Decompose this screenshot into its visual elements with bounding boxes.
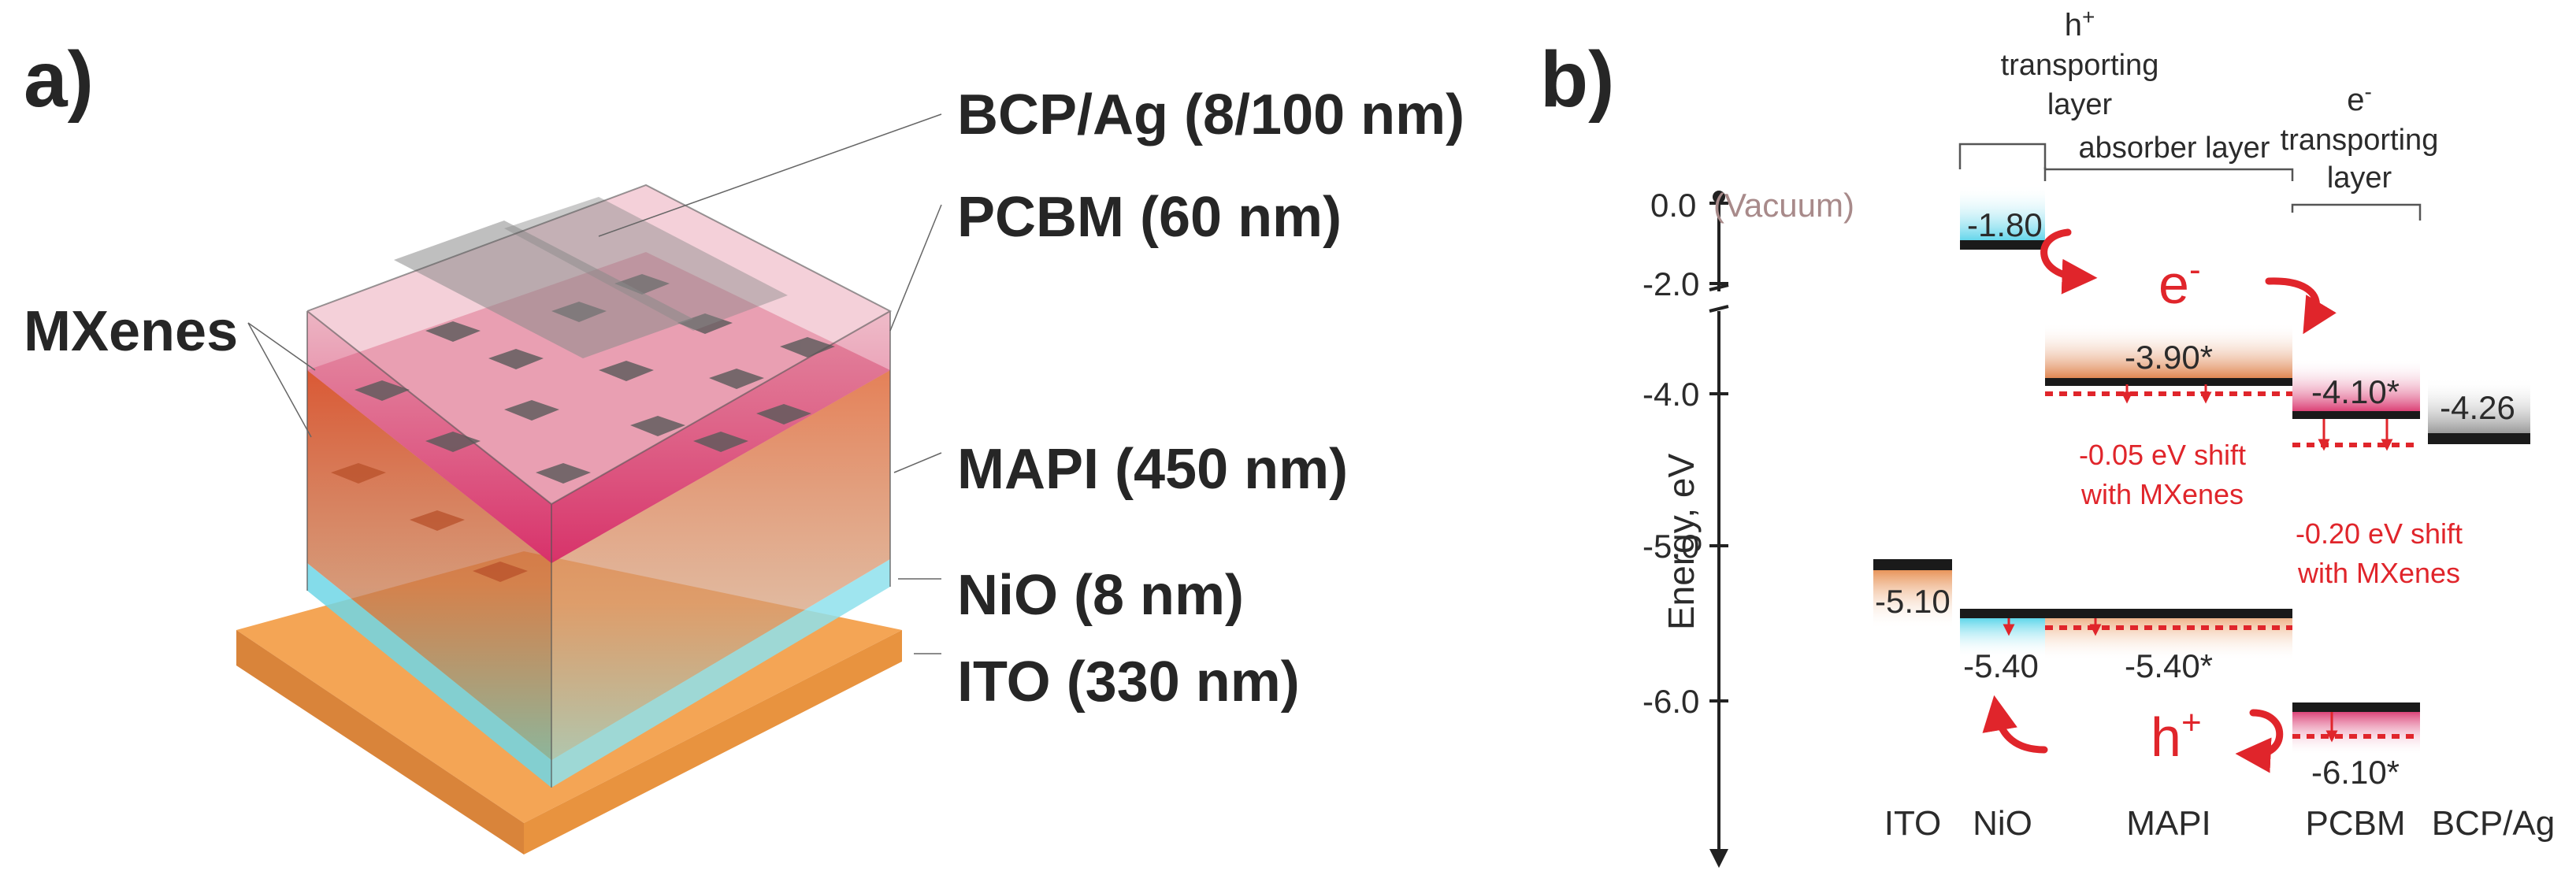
mapi-vb-value: -5.40* [2125, 647, 2213, 684]
nio-vb-value: -5.40 [1963, 647, 2039, 684]
tick-neg5: -5.0 [1642, 528, 1699, 565]
pcbm-lumo-value: -4.10* [2311, 373, 2400, 410]
layer-label-mapi: MAPI (450 nm) [957, 438, 1348, 501]
bcp-value: -4.26 [2440, 389, 2515, 426]
pcbm-lumo-level [2292, 358, 2420, 447]
mapi-shift-note-l2: with MXenes [2080, 478, 2244, 510]
y-axis-label: Energy, eV [1661, 454, 1702, 630]
pcbm-homo-value: -6.10* [2311, 754, 2400, 791]
pcbm-homo-level [2292, 702, 2420, 755]
material-mapi: MAPI [2126, 804, 2211, 843]
panel-a: a) [24, 35, 1464, 854]
axis-origin-dot [1713, 191, 1725, 203]
material-nio: NiO [1973, 804, 2032, 843]
tick-0: 0.0 [1650, 187, 1696, 224]
htl-header-top: h+ [2065, 5, 2095, 43]
panel-a-label: a) [24, 35, 94, 124]
pcbm-shift-note-l2: with MXenes [2297, 557, 2460, 589]
material-bcp-ag: BCP/Ag [2432, 804, 2556, 843]
panel-b-label: b) [1540, 35, 1614, 124]
mxenes-label: MXenes [24, 300, 238, 363]
mapi-cb-value: -3.90* [2125, 339, 2213, 376]
hole-label: h+ [2151, 703, 2202, 768]
energy-axis [1709, 197, 1729, 868]
etl-header-top: e- [2347, 80, 2372, 117]
absorber-header: absorber layer [2079, 132, 2270, 165]
layer-label-nio: NiO (8 nm) [957, 564, 1244, 627]
etl-header-l2: transporting [2281, 124, 2439, 157]
mapi-shift-note-l1: -0.05 eV shift [2079, 439, 2246, 471]
ito-value: -5.10 [1875, 583, 1951, 620]
vacuum-label: (Vacuum) [1713, 187, 1854, 224]
bcp-level [2428, 378, 2530, 444]
layer-label-ito: ITO (330 nm) [957, 651, 1300, 714]
carrier-arrows [1982, 228, 2337, 773]
pcbm-shift-note-l1: -0.20 eV shift [2296, 517, 2463, 550]
htl-header-l3: layer [2047, 88, 2113, 121]
ito-level [1873, 559, 1952, 629]
tick-neg6: -6.0 [1642, 683, 1699, 720]
shift-ticks [2003, 384, 2393, 743]
tick-neg2: -2.0 [1642, 265, 1699, 302]
electron-label: e- [2158, 250, 2201, 315]
nio-cb-level [1960, 185, 2045, 250]
layer-label-bcp-ag: BCP/Ag (8/100 nm) [957, 83, 1464, 146]
mapi-vb-level [2045, 609, 2292, 662]
leader-lines [247, 113, 942, 654]
mxene-flakes-lower [331, 463, 528, 582]
panel-b: b) 0.0 (Vacuum) -2.0 -4.0 -5.0 -6.0 Ener… [1540, 5, 2556, 868]
header-brackets [1958, 143, 2422, 221]
nio-cb-value: -1.80 [1967, 206, 2043, 243]
layer-label-pcbm: PCBM (60 nm) [957, 186, 1342, 249]
material-ito: ITO [1884, 804, 1942, 843]
htl-header-l2: transporting [2001, 49, 2159, 82]
tick-neg4: -4.0 [1642, 376, 1699, 413]
mapi-cb-level [2045, 323, 2292, 396]
material-pcbm: PCBM [2305, 804, 2405, 843]
bcp-ag-strips [394, 197, 788, 358]
nio-vb-level [1960, 609, 2045, 658]
etl-header-l3: layer [2327, 161, 2392, 195]
